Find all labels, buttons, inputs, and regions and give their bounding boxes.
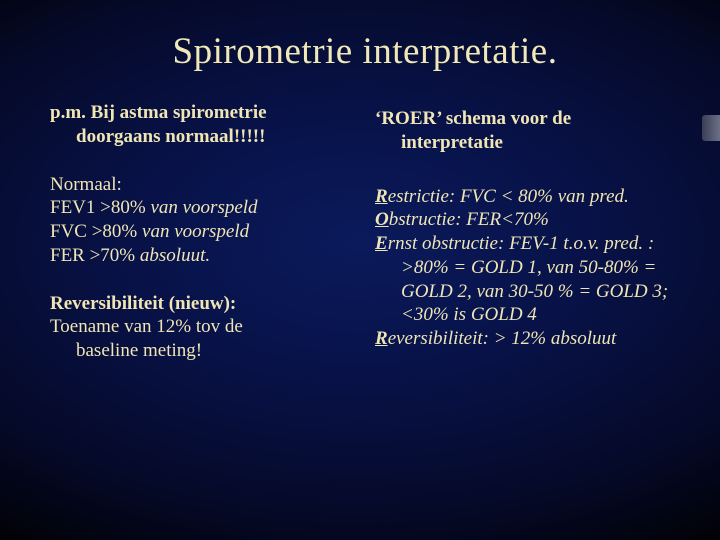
lead-text: p.m. Bij astma spirometrie doorgaans nor… <box>50 101 355 149</box>
right-column: ‘ROER’ schema voor de interpretatie Rest… <box>375 101 680 363</box>
fev1-value: FEV1 >80% <box>50 197 150 218</box>
fer-value: FER >70% <box>50 245 140 266</box>
lead-line-1: p.m. Bij astma spirometrie <box>50 102 267 123</box>
side-tab <box>702 115 720 141</box>
reversibiliteit-line: Reversibiliteit: > 12% absoluut <box>375 327 680 351</box>
fvc-line: FVC >80% van voorspeld <box>50 220 355 244</box>
lead-line-2: doorgaans normaal!!!!! <box>50 125 355 149</box>
normaal-head: Normaal: <box>50 173 355 197</box>
restrictie-line: Restrictie: FVC < 80% van pred. <box>375 185 680 209</box>
fvc-value: FVC >80% <box>50 221 142 242</box>
ernst-letter: E <box>375 233 388 254</box>
fev1-line: FEV1 >80% van voorspeld <box>50 196 355 220</box>
restrictie-text: estrictie: FVC < 80% van pred. <box>388 186 629 207</box>
roer-head-l2: interpretatie <box>375 131 680 155</box>
ernst-line: Ernst obstructie: FEV-1 t.o.v. pred. : >… <box>375 232 680 327</box>
slide-title: Spirometrie interpretatie. <box>50 30 680 73</box>
obstructie-letter: O <box>375 209 389 230</box>
reversibiliteit-letter: R <box>375 328 388 349</box>
roer-head: ‘ROER’ schema voor de interpretatie <box>375 107 680 155</box>
reversibiliteit-text: eversibiliteit: > 12% absoluut <box>388 328 617 349</box>
ernst-text: rnst obstructie: FEV-1 t.o.v. pred. : >8… <box>388 233 669 325</box>
fer-note: absoluut. <box>140 245 210 266</box>
rev-line-1: Toename van 12% tov de <box>50 315 355 339</box>
reversibiliteit-block: Reversibiliteit (nieuw): Toename van 12%… <box>50 292 355 363</box>
slide: Spirometrie interpretatie. p.m. Bij astm… <box>0 0 720 540</box>
obstructie-text: bstructie: FER<70% <box>389 209 549 230</box>
fer-line: FER >70% absoluut. <box>50 244 355 268</box>
reversibiliteit-head: Reversibiliteit (nieuw): <box>50 292 355 316</box>
roer-head-l1: ‘ROER’ schema voor de <box>375 108 571 129</box>
fvc-note: van voorspeld <box>142 221 249 242</box>
columns: p.m. Bij astma spirometrie doorgaans nor… <box>50 101 680 363</box>
obstructie-line: Obstructie: FER<70% <box>375 208 680 232</box>
normaal-block: Normaal: FEV1 >80% van voorspeld FVC >80… <box>50 173 355 268</box>
roer-block: Restrictie: FVC < 80% van pred. Obstruct… <box>375 185 680 351</box>
restrictie-letter: R <box>375 186 388 207</box>
fev1-note: van voorspeld <box>150 197 257 218</box>
left-column: p.m. Bij astma spirometrie doorgaans nor… <box>50 101 355 363</box>
rev-line-2: baseline meting! <box>50 339 355 363</box>
